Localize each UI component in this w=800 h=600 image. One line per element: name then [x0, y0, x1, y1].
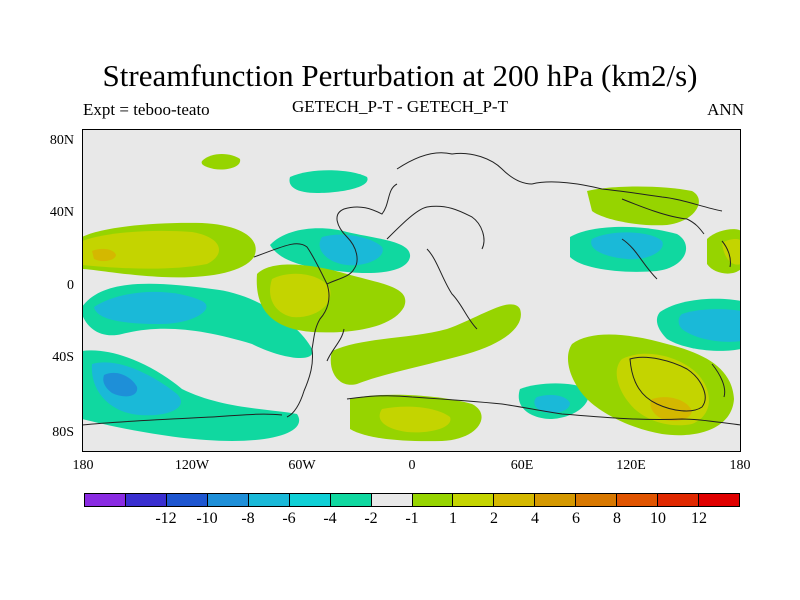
lon-label-60e: 60E: [510, 458, 534, 473]
colorbar-box: [657, 493, 700, 507]
lat-label-80n: 80N: [49, 133, 74, 148]
colorbar: [84, 493, 740, 507]
colorbar-box: [329, 493, 372, 507]
colorbar-label: -2: [364, 510, 378, 527]
colorbar-label: 1: [449, 510, 457, 527]
negative-contours: [82, 170, 741, 441]
chart-title: Streamfunction Perturbation at 200 hPa (…: [102, 58, 698, 93]
colorbar-label: -10: [196, 510, 218, 527]
colorbar-box: [452, 493, 495, 507]
colorbar-label: 2: [490, 510, 498, 527]
colorbar-label: -6: [282, 510, 296, 527]
dataset-label: GETECH_P-T - GETECH_P-T: [292, 97, 508, 116]
lon-label-180e: 180: [729, 458, 751, 473]
coastlines: [82, 152, 741, 426]
colorbar-label: -4: [323, 510, 337, 527]
map-panel: [82, 129, 741, 452]
colorbar-box: [206, 493, 249, 507]
lon-label-60w: 60W: [288, 458, 316, 473]
lon-label-0: 0: [408, 458, 416, 473]
streamfunction-map: [82, 129, 741, 452]
colorbar-box: [370, 493, 413, 507]
colorbar-box: [534, 493, 577, 507]
colorbar-box: [247, 493, 290, 507]
colorbar-box: [411, 493, 454, 507]
lon-label-120e: 120E: [616, 458, 646, 473]
experiment-label: Expt = teboo-teato: [83, 100, 210, 119]
lat-label-40n: 40N: [49, 205, 74, 220]
colorbar-box: [575, 493, 618, 507]
season-label: ANN: [707, 100, 744, 119]
lat-label-40s: 40S: [52, 350, 74, 365]
colorbar-box: [288, 493, 331, 507]
colorbar-label: 10: [650, 510, 666, 527]
colorbar-label: 4: [531, 510, 539, 527]
colorbar-label: 8: [613, 510, 621, 527]
lat-label-equator: 0: [67, 278, 74, 293]
positive-contours: [82, 154, 741, 442]
colorbar-label: -1: [405, 510, 419, 527]
lon-label-180w: 180: [72, 458, 94, 473]
colorbar-box: [84, 493, 126, 507]
colorbar-box: [165, 493, 208, 507]
colorbar-label: -8: [241, 510, 255, 527]
colorbar-box: [616, 493, 659, 507]
map-frame: [82, 129, 741, 452]
lat-label-80s: 80S: [52, 425, 74, 440]
colorbar-box: [124, 493, 167, 507]
colorbar-box: [493, 493, 536, 507]
lon-label-120w: 120W: [174, 458, 210, 473]
colorbar-box: [698, 493, 740, 507]
colorbar-label: -12: [155, 510, 177, 527]
colorbar-label: 6: [572, 510, 580, 527]
colorbar-label: 12: [691, 510, 707, 527]
